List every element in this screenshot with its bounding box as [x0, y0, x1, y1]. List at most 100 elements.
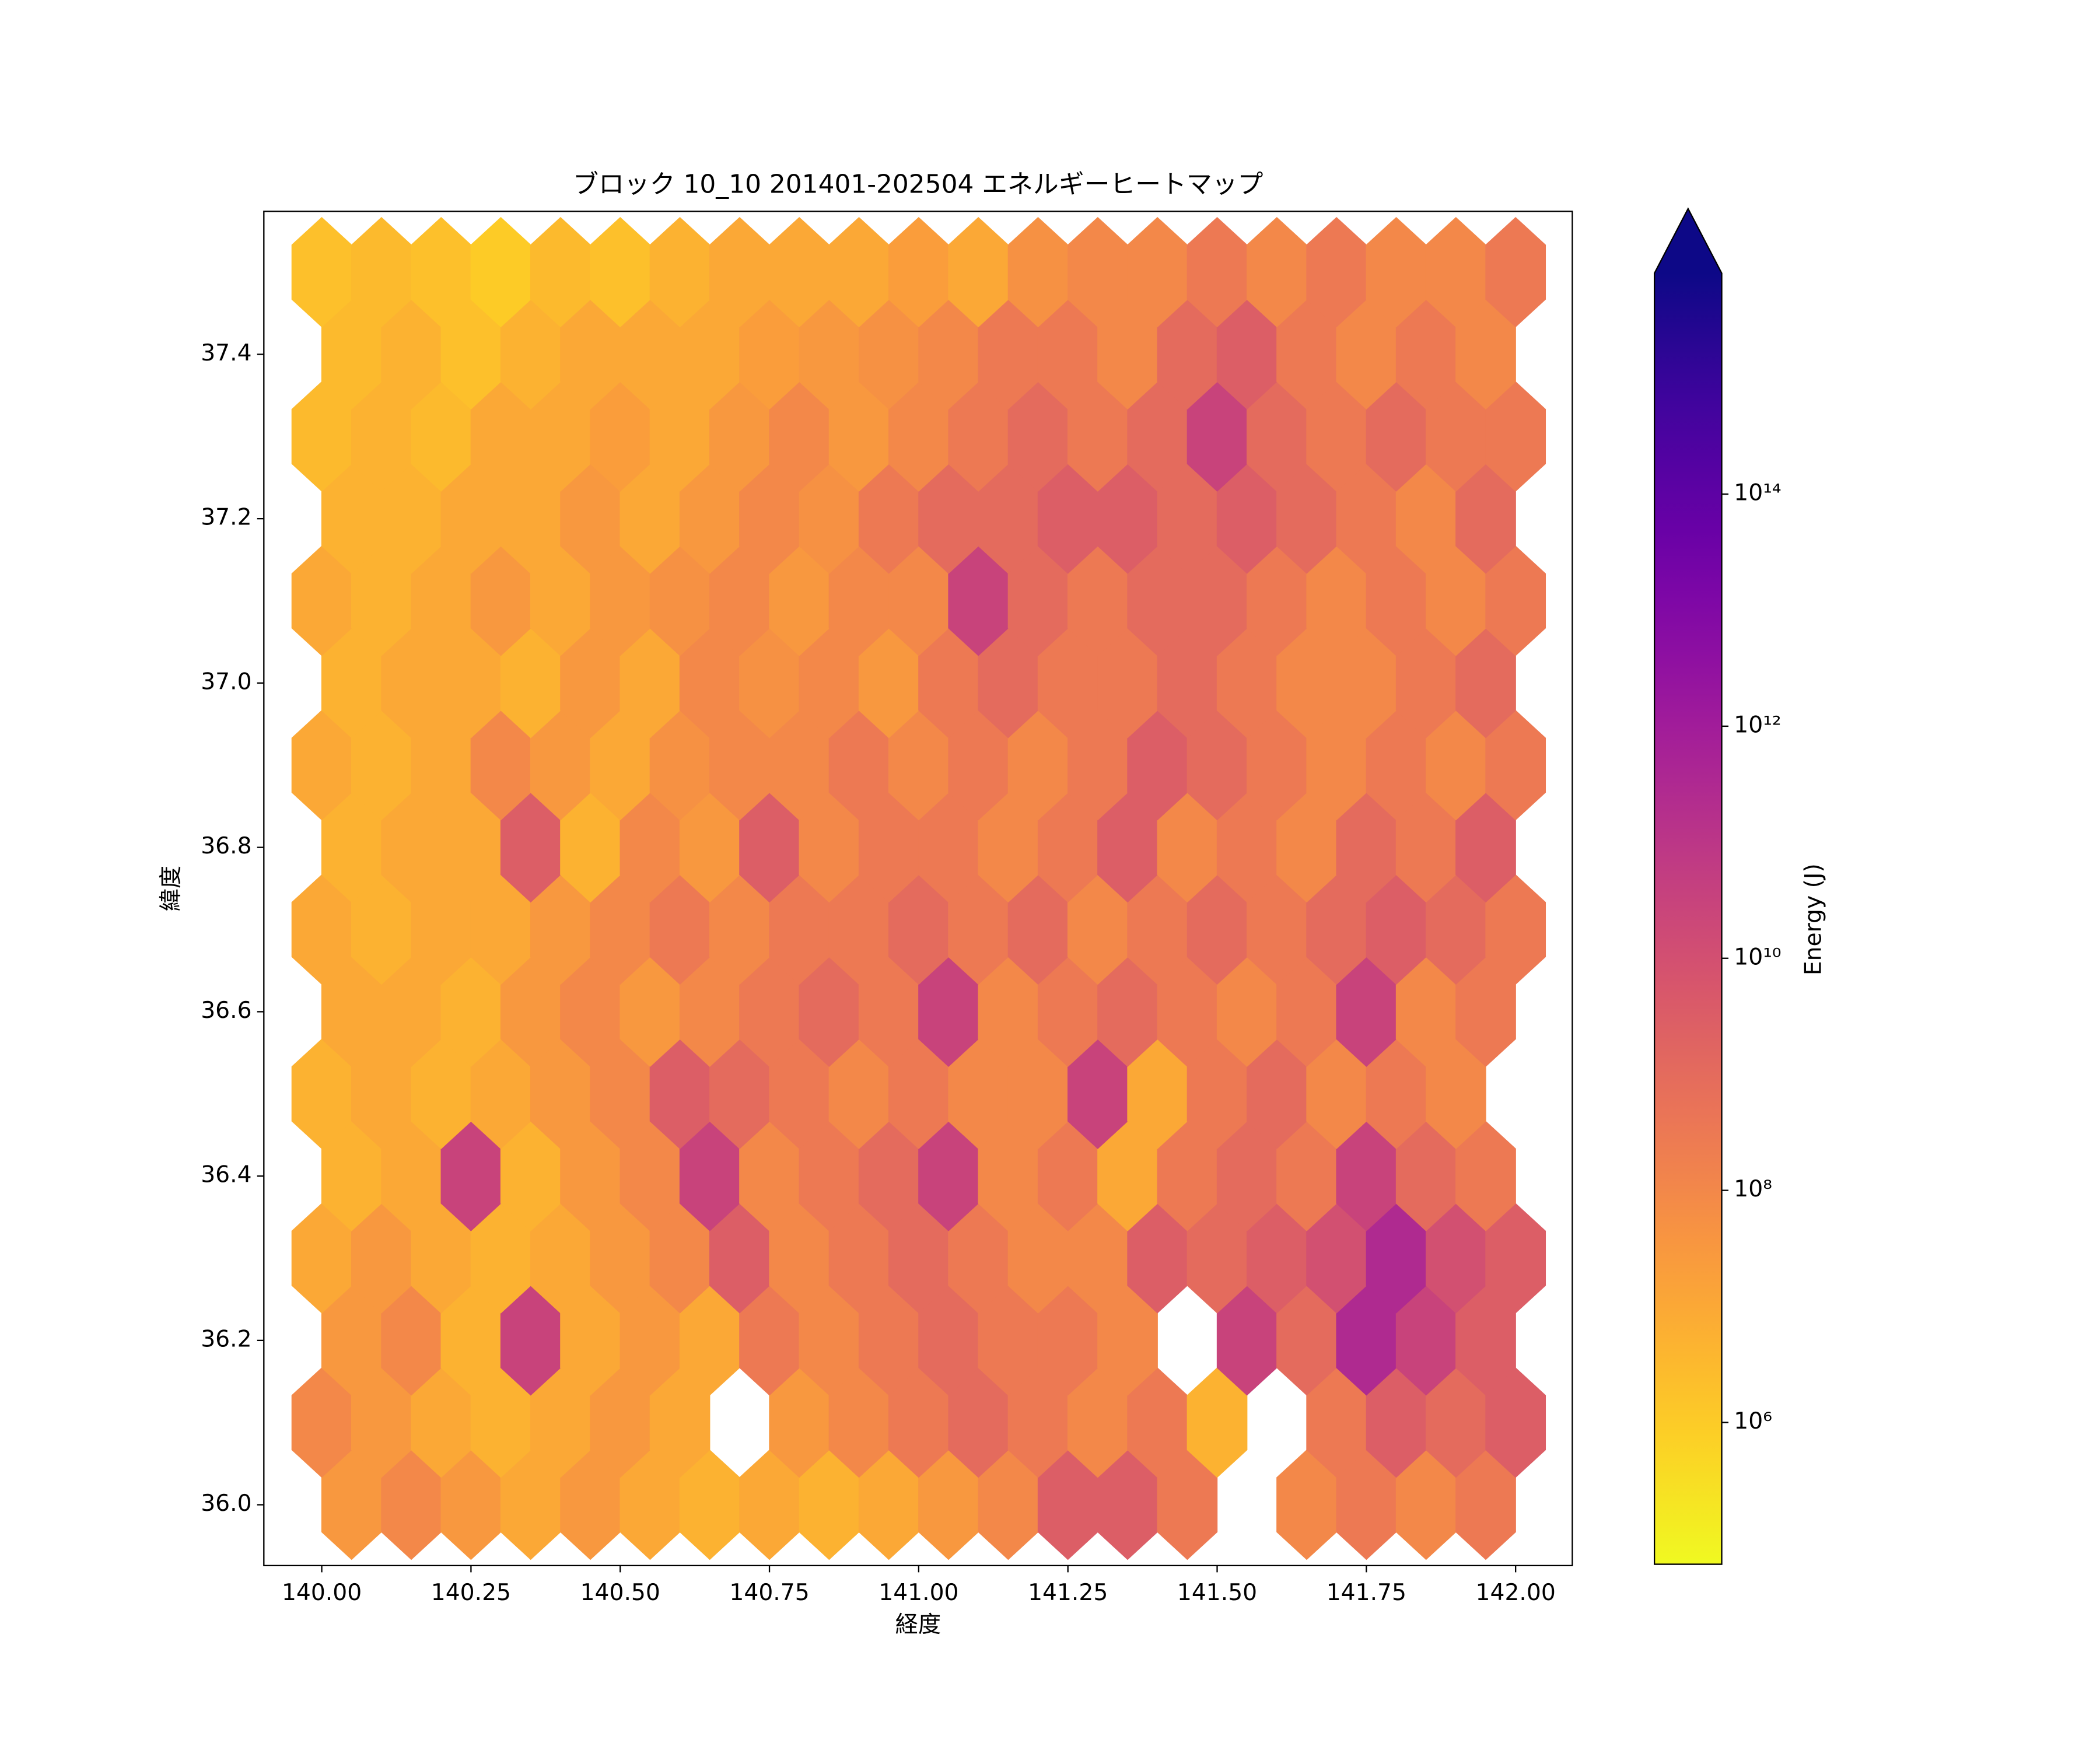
- hex-cell: [530, 710, 591, 821]
- y-tick-label: 36.8: [201, 833, 251, 859]
- hex-cell: [470, 545, 531, 656]
- y-tick-label: 36.4: [201, 1162, 251, 1188]
- hex-cell: [918, 956, 979, 1067]
- hex-cell: [590, 1367, 651, 1478]
- hex-cell: [1336, 792, 1397, 903]
- hex-cell: [500, 299, 561, 410]
- hex-cell: [739, 1285, 800, 1396]
- hex-cell: [1485, 1203, 1546, 1314]
- hex-cell: [1455, 463, 1516, 574]
- x-tick-label: 141.75: [1326, 1580, 1406, 1606]
- hex-cell: [978, 463, 1039, 574]
- colorbar-tick-label: 10¹⁴: [1734, 480, 1781, 506]
- hex-cell: [1246, 216, 1307, 328]
- hex-cell: [948, 216, 1009, 328]
- hex-cell: [828, 381, 890, 492]
- y-tick-label: 36.0: [201, 1490, 251, 1517]
- hex-cell: [828, 874, 890, 985]
- hex-cell: [1306, 1203, 1367, 1314]
- hex-cell: [799, 628, 860, 738]
- hex-cell: [411, 1367, 472, 1478]
- hex-cell: [918, 299, 979, 410]
- hex-cell: [1366, 710, 1427, 821]
- hex-cell: [1276, 628, 1337, 738]
- hex-cell: [1037, 463, 1098, 574]
- hex-cell: [291, 1367, 352, 1478]
- hex-cell: [918, 628, 979, 738]
- hex-cell: [918, 1449, 979, 1560]
- hex-cell: [1276, 1121, 1337, 1231]
- hex-cell: [739, 1121, 800, 1231]
- hex-cell: [649, 874, 710, 985]
- hex-cell: [679, 299, 740, 410]
- hex-cell: [1007, 1367, 1069, 1478]
- hex-cell: [381, 1449, 442, 1560]
- hex-cell: [411, 710, 472, 821]
- hex-cell: [1306, 216, 1367, 328]
- hex-cell: [1068, 1038, 1128, 1149]
- hex-cell: [470, 1038, 531, 1149]
- hex-cell: [739, 1449, 800, 1560]
- hex-cell: [1097, 299, 1158, 410]
- hex-cell: [1097, 463, 1158, 574]
- hex-cell: [888, 545, 949, 656]
- hex-cell: [620, 299, 681, 410]
- hex-cell: [1186, 874, 1248, 985]
- hex-cell: [948, 1203, 1009, 1314]
- hex-cell: [530, 1203, 591, 1314]
- hex-cell: [1366, 1367, 1427, 1478]
- hex-cell: [1425, 874, 1486, 985]
- hex-cell: [1007, 710, 1069, 821]
- hex-cell: [769, 1038, 830, 1149]
- hex-cell: [1216, 956, 1278, 1067]
- colorbar-tick-label: 10⁶: [1734, 1408, 1772, 1434]
- hex-cell: [888, 710, 949, 821]
- x-tick-label: 141.25: [1028, 1580, 1108, 1606]
- hex-cell: [858, 299, 919, 410]
- hex-cell: [1485, 874, 1546, 985]
- hex-cell: [1007, 381, 1069, 492]
- hex-cell: [1068, 216, 1128, 328]
- hex-cell: [1485, 545, 1546, 656]
- hex-cell: [709, 874, 770, 985]
- y-tick-label: 37.4: [201, 340, 251, 366]
- colorbar-tick-label: 10¹²: [1734, 712, 1781, 738]
- hex-cell: [1425, 1038, 1486, 1149]
- hex-cell: [1157, 1449, 1218, 1560]
- hex-cell: [1425, 1367, 1486, 1478]
- hex-cell: [739, 792, 800, 903]
- hex-cell: [679, 792, 740, 903]
- hex-cell: [291, 381, 352, 492]
- colorbar-tick-label: 10⁸: [1734, 1176, 1772, 1202]
- hex-cell: [440, 792, 502, 903]
- hex-cell: [769, 1367, 830, 1478]
- hex-cell: [1306, 710, 1367, 821]
- hex-cell: [560, 299, 621, 410]
- hex-cell: [620, 1121, 681, 1231]
- hex-cell: [470, 216, 531, 328]
- hex-cell: [828, 1038, 890, 1149]
- hex-cell: [1485, 710, 1546, 821]
- hex-cell: [1276, 1285, 1337, 1396]
- hex-cell: [858, 956, 919, 1067]
- hex-cell: [799, 792, 860, 903]
- hex-cell: [1157, 628, 1218, 738]
- hex-cell: [858, 1449, 919, 1560]
- colorbar-extend: [1654, 208, 1722, 274]
- hex-cell: [381, 956, 442, 1067]
- hex-cell: [828, 545, 890, 656]
- hex-cell: [1306, 1038, 1367, 1149]
- y-tick-label: 36.6: [201, 998, 251, 1024]
- hex-cell: [1127, 1367, 1188, 1478]
- hex-cell: [620, 1285, 681, 1396]
- hex-cell: [560, 792, 621, 903]
- colorbar-tick-label: 10¹⁰: [1734, 944, 1781, 970]
- hex-cell: [918, 1121, 979, 1231]
- hex-cell: [530, 545, 591, 656]
- hex-cell: [1366, 216, 1427, 328]
- hex-cell: [739, 956, 800, 1067]
- hex-cell: [1007, 545, 1069, 656]
- hex-cell: [440, 1449, 502, 1560]
- hex-cell: [948, 381, 1009, 492]
- hex-cell: [1395, 956, 1457, 1067]
